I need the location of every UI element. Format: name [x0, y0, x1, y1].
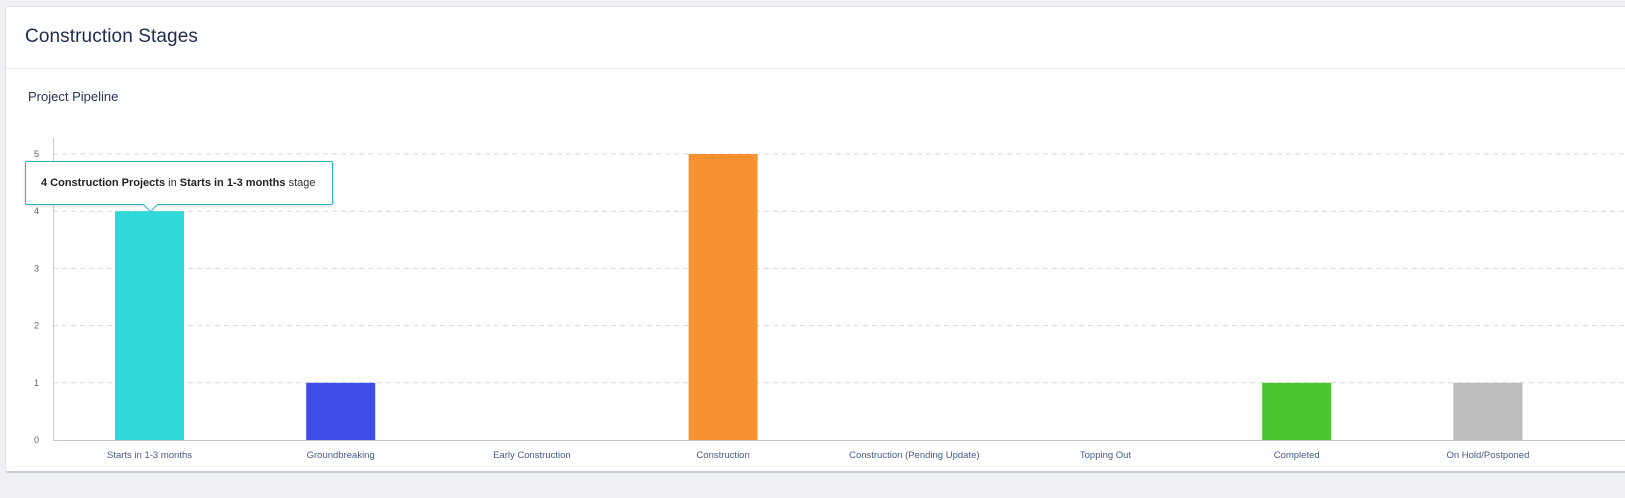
- chart-title: Project Pipeline: [28, 89, 119, 104]
- y-tick-label: 0: [34, 435, 39, 445]
- x-tick-label: On Hold/Postponed: [1446, 450, 1529, 461]
- bar: [1262, 382, 1332, 440]
- x-tick-label: Groundbreaking: [307, 450, 375, 461]
- y-tick-label: 3: [34, 263, 39, 273]
- tooltip-suffix: stage: [285, 177, 316, 189]
- bar-tooltip: 4 Construction Projects in Starts in 1-3…: [25, 161, 333, 213]
- tooltip-count: 4 Construction Projects: [41, 177, 166, 189]
- tooltip-middle: in: [165, 177, 180, 189]
- bar: [306, 382, 376, 440]
- card-header: Construction Stages: [6, 7, 1625, 69]
- x-tick-label: Starts in 1-3 months: [107, 450, 192, 461]
- x-tick-label: Completed: [1274, 450, 1320, 461]
- bar: [688, 154, 758, 440]
- x-tick-label: Early Construction: [493, 450, 571, 461]
- tooltip-stage: Starts in 1-3 months: [179, 177, 286, 189]
- bar: [115, 211, 184, 440]
- y-tick-label: 1: [34, 378, 39, 388]
- x-tick-label: Construction (Pending Update): [849, 450, 979, 461]
- x-tick-label: Construction: [696, 450, 749, 461]
- construction-stages-card: Construction Stages: [5, 6, 1625, 473]
- x-tick-label: Topping Out: [1080, 450, 1132, 461]
- bar: [1453, 382, 1523, 440]
- card-title: Construction Stages: [25, 26, 198, 47]
- y-tick-label: 5: [34, 149, 39, 159]
- y-tick-label: 2: [34, 321, 39, 331]
- y-tick-label: 4: [34, 206, 39, 216]
